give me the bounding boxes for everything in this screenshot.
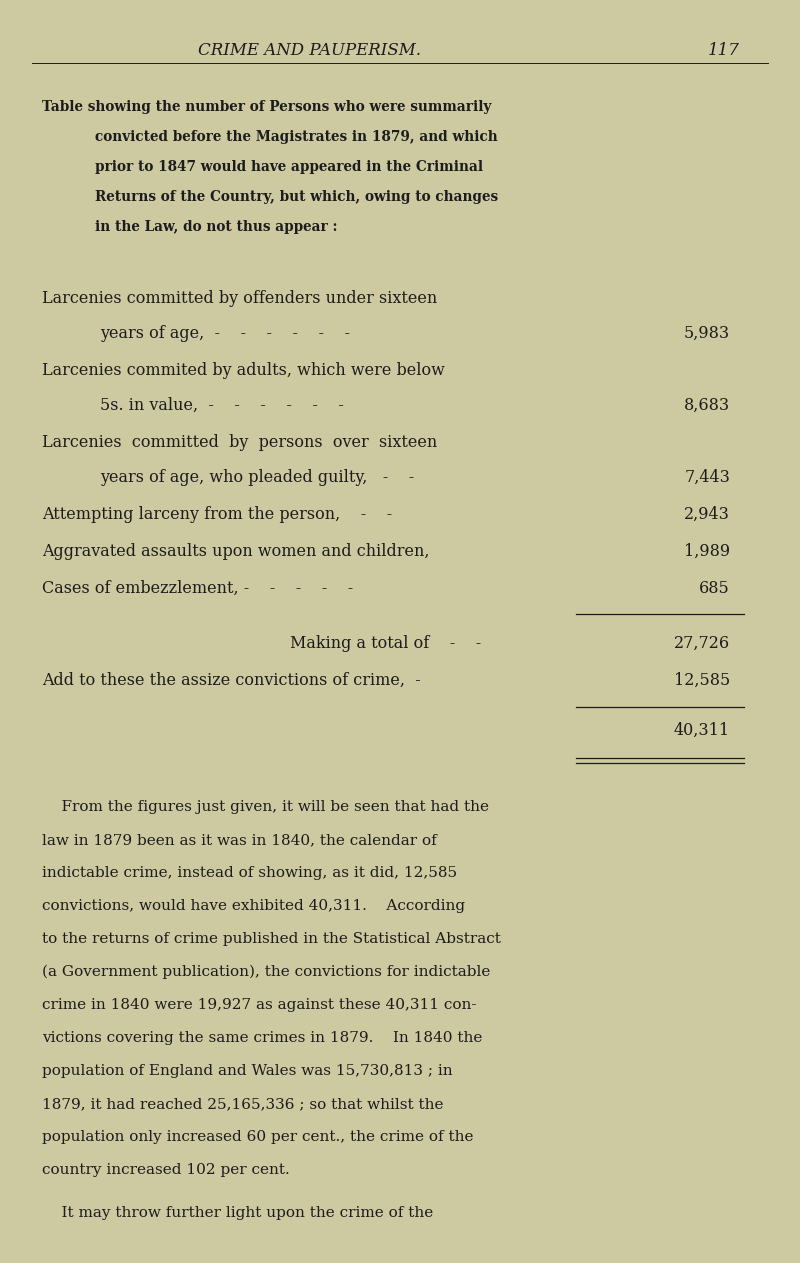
- Text: Aggravated assaults upon women and children,: Aggravated assaults upon women and child…: [42, 543, 430, 560]
- Text: (a Government publication), the convictions for indictable: (a Government publication), the convicti…: [42, 965, 490, 979]
- Text: convictions, would have exhibited 40,311.    According: convictions, would have exhibited 40,311…: [42, 899, 465, 913]
- Text: Larcenies committed by offenders under sixteen: Larcenies committed by offenders under s…: [42, 290, 438, 307]
- Text: 40,311: 40,311: [674, 722, 730, 739]
- Text: law in 1879 been as it was in 1840, the calendar of: law in 1879 been as it was in 1840, the …: [42, 834, 437, 847]
- Text: 1,989: 1,989: [684, 543, 730, 560]
- Text: years of age,  -    -    -    -    -    -: years of age, - - - - - -: [100, 325, 350, 342]
- Text: From the figures just given, it will be seen that had the: From the figures just given, it will be …: [42, 799, 489, 813]
- Text: 1879, it had reached 25,165,336 ; so that whilst the: 1879, it had reached 25,165,336 ; so tha…: [42, 1098, 443, 1111]
- Text: population of England and Wales was 15,730,813 ; in: population of England and Wales was 15,7…: [42, 1063, 453, 1079]
- Text: crime in 1840 were 19,927 as against these 40,311 con-: crime in 1840 were 19,927 as against the…: [42, 998, 477, 1012]
- Text: to the returns of crime published in the Statistical Abstract: to the returns of crime published in the…: [42, 932, 501, 946]
- Text: 5,983: 5,983: [684, 325, 730, 342]
- Text: 117: 117: [708, 42, 740, 59]
- Text: 7,443: 7,443: [684, 469, 730, 486]
- Text: 12,585: 12,585: [674, 672, 730, 690]
- Text: Cases of embezzlement, -    -    -    -    -: Cases of embezzlement, - - - - -: [42, 580, 354, 597]
- Text: population only increased 60 per cent., the crime of the: population only increased 60 per cent., …: [42, 1130, 474, 1144]
- Text: Larcenies  committed  by  persons  over  sixteen: Larcenies committed by persons over sixt…: [42, 434, 438, 451]
- Text: 2,943: 2,943: [684, 506, 730, 523]
- Text: Larcenies commited by adults, which were below: Larcenies commited by adults, which were…: [42, 362, 445, 379]
- Text: Returns of the Country, but which, owing to changes: Returns of the Country, but which, owing…: [95, 189, 498, 205]
- Text: in the Law, do not thus appear :: in the Law, do not thus appear :: [95, 220, 338, 234]
- Text: 5s. in value,  -    -    -    -    -    -: 5s. in value, - - - - - -: [100, 397, 344, 414]
- Text: Add to these the assize convictions of crime,  -: Add to these the assize convictions of c…: [42, 672, 421, 690]
- Text: 8,683: 8,683: [684, 397, 730, 414]
- Text: Attempting larceny from the person,    -    -: Attempting larceny from the person, - -: [42, 506, 392, 523]
- Text: 685: 685: [699, 580, 730, 597]
- Text: Making a total of    -    -: Making a total of - -: [290, 635, 482, 652]
- Text: victions covering the same crimes in 1879.    In 1840 the: victions covering the same crimes in 187…: [42, 1031, 482, 1045]
- Text: convicted before the Magistrates in 1879, and which: convicted before the Magistrates in 1879…: [95, 130, 498, 144]
- Text: country increased 102 per cent.: country increased 102 per cent.: [42, 1163, 290, 1177]
- Text: years of age, who pleaded guilty,   -    -: years of age, who pleaded guilty, - -: [100, 469, 414, 486]
- Text: 27,726: 27,726: [674, 635, 730, 652]
- Text: prior to 1847 would have appeared in the Criminal: prior to 1847 would have appeared in the…: [95, 160, 483, 174]
- Text: indictable crime, instead of showing, as it did, 12,585: indictable crime, instead of showing, as…: [42, 866, 457, 880]
- Text: It may throw further light upon the crime of the: It may throw further light upon the crim…: [42, 1206, 434, 1220]
- Text: CRIME AND PAUPERISM.: CRIME AND PAUPERISM.: [198, 42, 422, 59]
- Text: Table showing the number of Persons who were summarily: Table showing the number of Persons who …: [42, 100, 491, 114]
